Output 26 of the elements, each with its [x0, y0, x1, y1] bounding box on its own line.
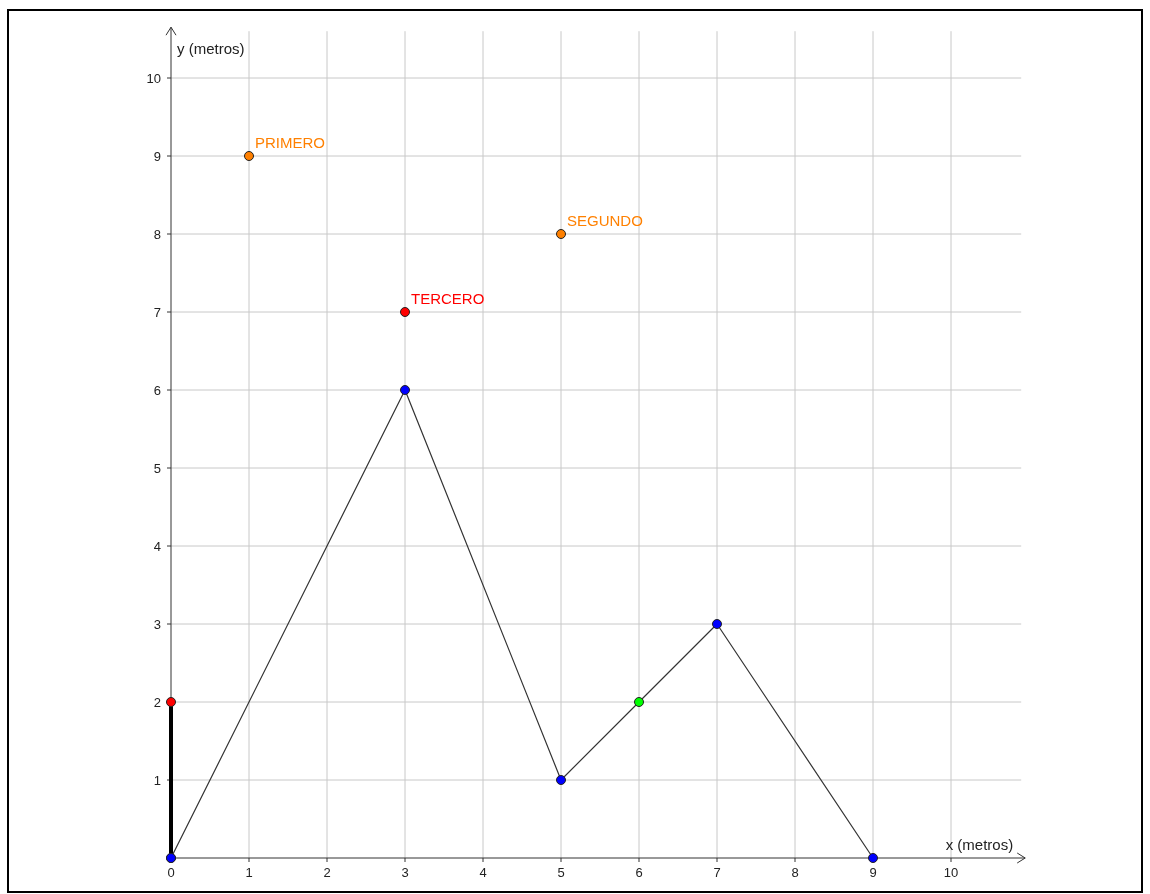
x-tick-label: 7: [713, 865, 721, 880]
y-tick-label: 7: [153, 304, 161, 320]
x-tick-label: 9: [869, 865, 877, 880]
y-tick-label: 8: [153, 226, 161, 242]
x-tick-label: 6: [635, 865, 643, 880]
y-tick-label: 2: [153, 694, 161, 710]
y-tick-label: 1: [153, 772, 161, 788]
x-tick-label: 0: [167, 865, 175, 880]
x-tick-label: 5: [557, 865, 565, 880]
y-tick-label: 10: [146, 70, 161, 86]
y-tick-label: 9: [153, 148, 161, 164]
series-label: SEGUNDO: [567, 212, 643, 229]
x-tick-label: 2: [323, 865, 331, 880]
x-tick-label: 3: [401, 865, 409, 880]
x-tick-label: 8: [791, 865, 799, 880]
y-tick-label: 6: [153, 382, 161, 398]
y-tick-label: 4: [153, 538, 161, 554]
series-label: TERCERO: [411, 290, 485, 307]
x-tick-label: 10: [943, 865, 959, 880]
x-tick-label: 1: [245, 865, 253, 880]
y-tick-label: 3: [153, 616, 161, 632]
series-label: PRIMERO: [255, 134, 326, 151]
x-axis-title: x (metros): [945, 836, 1014, 853]
y-tick-label: 5: [153, 460, 161, 476]
y-axis-title: y (metros): [177, 40, 245, 58]
x-tick-label: 4: [479, 865, 487, 880]
